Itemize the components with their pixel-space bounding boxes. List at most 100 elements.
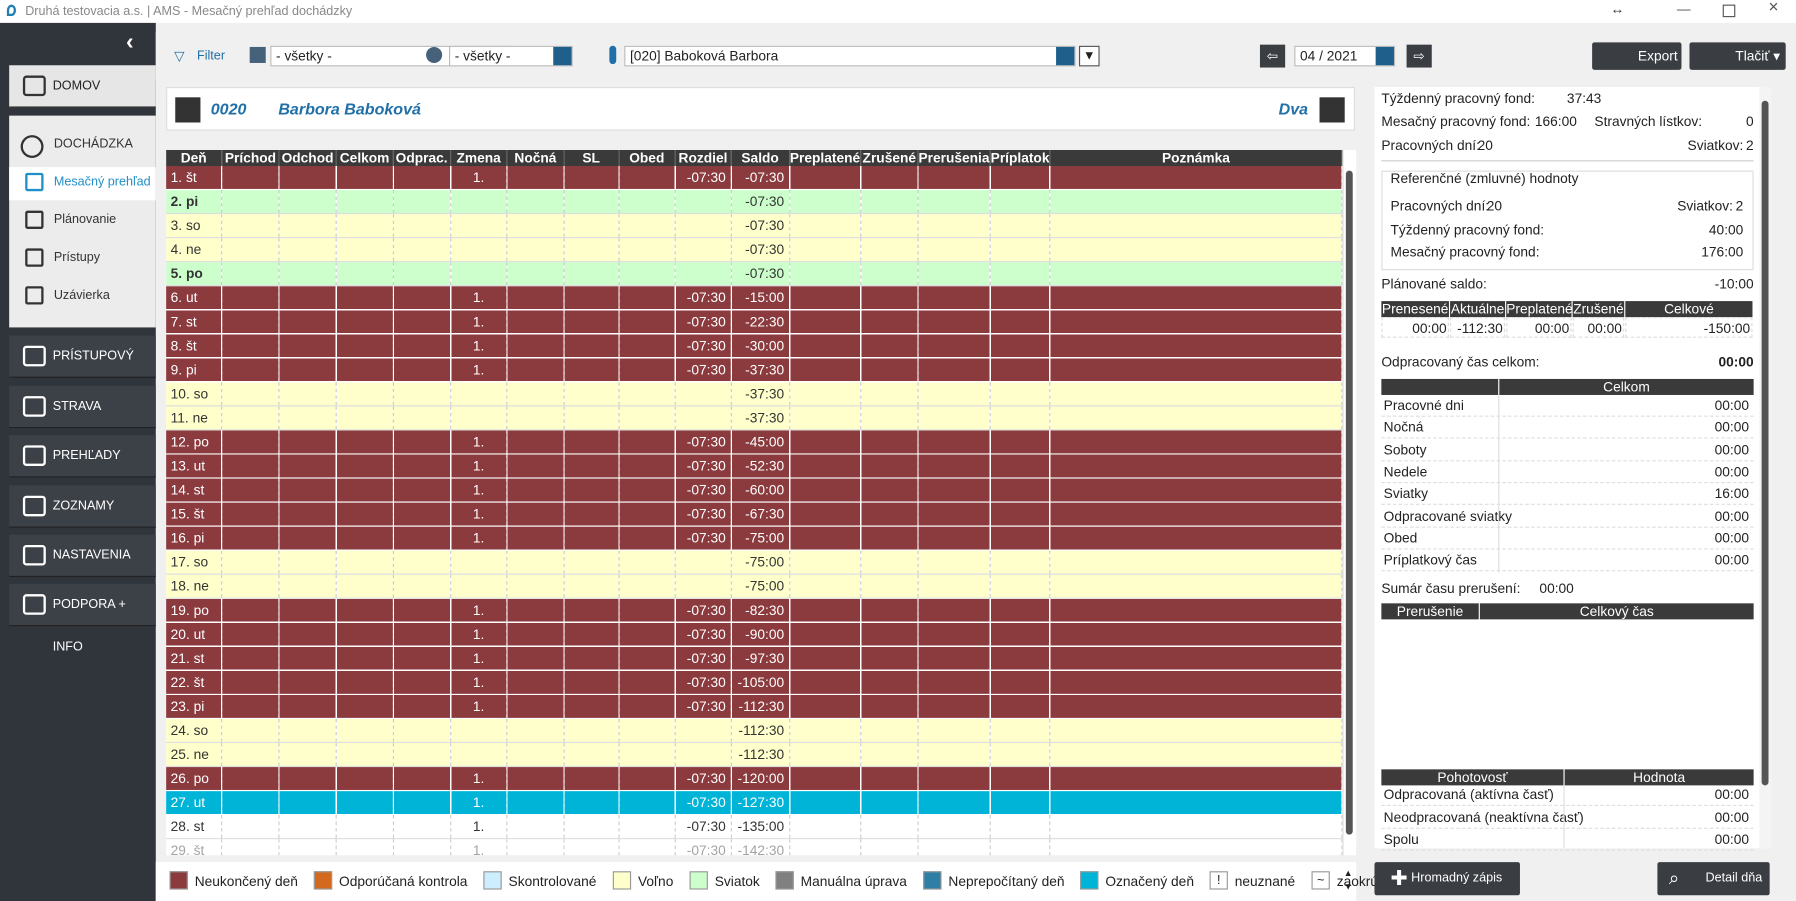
day-row[interactable]: 4. ne -07:30 [166,237,1343,263]
employee-number: 0020 [210,99,247,118]
cell [221,429,280,455]
cell [563,766,620,792]
cell: -37:30 [730,357,790,383]
attendance-table: Deň Príchod Odchod Celkom Odprac. Zmena Nočná S… [166,149,1343,856]
collapse-button[interactable]: ‹ [125,29,134,55]
day-row[interactable]: 21. st 1. -07:30 -97:30 [166,646,1343,671]
group-select[interactable]: - všetky - [449,45,573,67]
cell [563,166,620,191]
bulk-entry-button[interactable]: ✚ Hromadný zápis [1374,862,1520,896]
nav-button[interactable]: PODPORA + INFO [9,583,156,654]
day-row[interactable]: 7. st 1. -07:30 -22:30 [166,309,1343,335]
prev-month-button[interactable]: ⇦ [1259,44,1286,68]
cell: -52:30 [730,453,790,479]
nav-subitem[interactable]: Uzávierka [53,288,110,303]
table-header: Hodnota [1564,769,1754,786]
day-row[interactable]: 6. ut 1. -07:30 -15:00 [166,285,1343,311]
cell: 10. so [166,381,223,407]
day-row[interactable]: 12. po 1. -07:30 -45:00 [166,429,1343,455]
nav-button[interactable]: PRÍSTUPOVÝ SYS. [9,335,156,405]
day-row[interactable]: 14. st 1. -07:30 -60:00 [166,477,1343,503]
cell [917,526,991,551]
day-row[interactable]: 11. ne -37:30 [166,405,1343,431]
cell [507,237,565,263]
cell [1050,285,1343,311]
day-row[interactable]: 13. ut 1. -07:30 -52:30 [166,453,1343,479]
day-row[interactable]: 8. št 1. -07:30 -30:00 [166,333,1343,359]
day-row[interactable]: 16. pi 1. -07:30 -75:00 [166,526,1343,551]
nav-button[interactable]: PREHĽADY [9,435,156,478]
day-row[interactable]: 10. so -37:30 [166,381,1343,407]
day-row[interactable]: 28. st 1. -07:30 -135:00 [166,814,1343,840]
cell: 1. [450,309,508,335]
cell [917,429,991,455]
day-row[interactable]: 27. ut 1. -07:30 -127:30 [166,790,1343,816]
nav-button[interactable]: STRAVA [9,385,156,429]
day-row[interactable]: 15. št 1. -07:30 -67:30 [166,502,1343,527]
summary-text: 40:00 [1708,222,1744,239]
cell [860,381,919,407]
day-row[interactable]: 5. po -07:30 [166,261,1343,287]
day-row[interactable]: 29. št 1. -07:30 -142:30 [166,838,1343,856]
day-row[interactable]: 1. št 1. -07:30 -07:30 [166,166,1343,191]
nav-subitem[interactable]: Prístupy [53,250,101,265]
print-button[interactable]: Tlačiť ▾ [1689,42,1786,70]
maximize-button[interactable] [1722,4,1736,18]
day-row[interactable]: 19. po 1. -07:30 -82:30 [166,598,1343,623]
cell [507,477,565,503]
employee-select[interactable]: [020] Baboková Barbora [624,45,1076,67]
cell [450,381,508,407]
cell [860,598,919,623]
scroll-thumb[interactable] [1345,170,1353,835]
cell [221,189,280,215]
filter-apply-button[interactable]: ▼ [1078,45,1100,67]
nav-button[interactable]: ZOZNAMY [9,485,156,528]
day-row[interactable]: 3. so -07:30 [166,213,1343,239]
cell [507,309,565,335]
cell [278,694,337,719]
table-header: Prerušenie [1381,603,1479,620]
nav-icon [20,135,44,158]
nav-section[interactable]: DOCHÁDZKA [53,137,133,152]
cell [990,357,1051,383]
cell [860,502,919,527]
nav-subitem[interactable]: Plánovanie [53,212,117,227]
cell [563,550,620,575]
day-row[interactable]: 18. ne -75:00 [166,574,1343,599]
minimize-button[interactable]: — [1676,1,1691,18]
cell: -07:30 [675,694,732,719]
close-button[interactable]: × [1768,0,1779,18]
legend-swatch [169,871,188,890]
cell [789,694,862,719]
cell [990,213,1051,239]
resize-button[interactable]: ↔ [1610,1,1625,18]
day-row[interactable]: 25. ne -112:30 [166,742,1343,768]
legend-scroll[interactable]: ▲ ▼ [1343,867,1353,892]
day-row[interactable]: 22. št 1. -07:30 -105:00 [166,670,1343,695]
cell [221,261,280,287]
day-row[interactable]: 24. so -112:30 [166,718,1343,744]
day-row[interactable]: 2. pi -07:30 [166,189,1343,215]
cell [221,333,280,359]
next-month-button[interactable]: ⇨ [1406,44,1432,68]
day-row[interactable]: 9. pi 1. -07:30 -37:30 [166,357,1343,383]
cell [618,381,676,407]
cell [917,694,991,719]
nav-button[interactable]: NASTAVENIA [9,534,156,578]
day-row[interactable]: 20. ut 1. -07:30 -90:00 [166,622,1343,647]
summary-scrollbar[interactable] [1759,87,1771,849]
cell [563,646,620,671]
day-detail-button[interactable]: ⌕ Detail dňa [1657,862,1770,896]
table-scrollbar[interactable] [1342,149,1357,856]
period-select[interactable]: 04 / 2021 [1294,45,1396,67]
summary-text: Odpracovaná (aktívna časť) [1383,786,1554,803]
day-row[interactable]: 17. so -75:00 [166,550,1343,575]
nav-subitem[interactable]: Mesačný prehľad [53,175,151,189]
filter-button[interactable]: Filter [197,49,226,63]
day-row[interactable]: 26. po 1. -07:30 -120:00 [166,766,1343,792]
day-row[interactable]: 23. pi 1. -07:30 -112:30 [166,694,1343,719]
nav-button[interactable]: DOMOV [9,65,156,108]
summary-scroll-thumb[interactable] [1761,100,1769,786]
export-button[interactable]: Export [1592,42,1682,70]
cell [563,309,620,335]
